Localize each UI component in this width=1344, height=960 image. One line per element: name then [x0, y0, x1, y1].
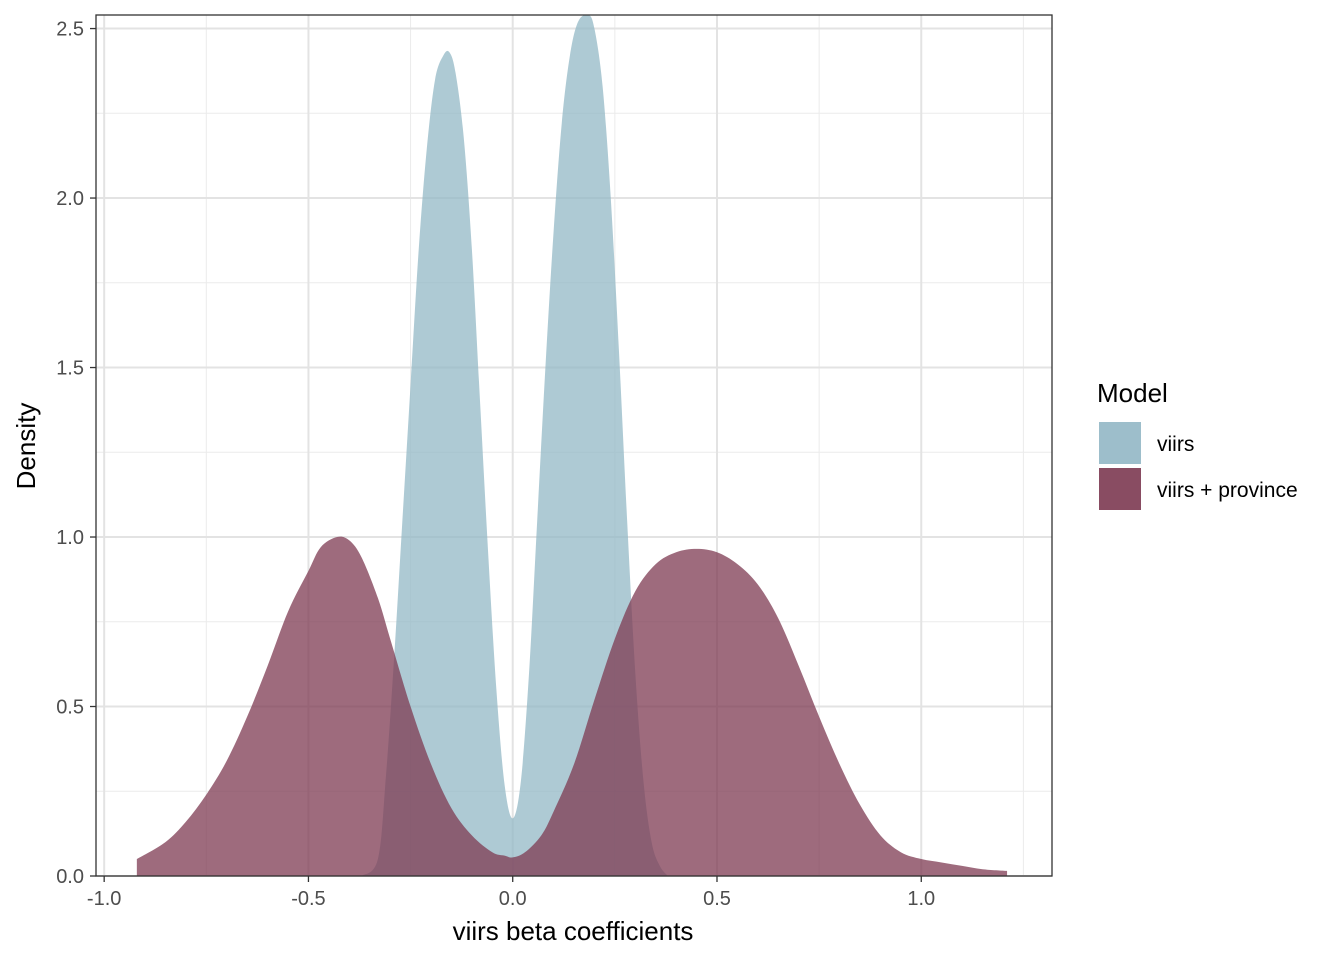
legend-swatch-viirs-province [1099, 468, 1141, 510]
legend-label: viirs [1157, 433, 1194, 456]
legend-items: viirs viirs + province [1099, 422, 1298, 510]
x-tick-label: 0.5 [703, 888, 731, 910]
density-area-viirs [361, 14, 668, 877]
y-axis-ticks: 0.0 0.5 1.0 1.5 2.0 2.5 [56, 19, 96, 888]
y-tick-label: 2.0 [56, 188, 84, 210]
y-tick-label: 2.5 [56, 19, 84, 41]
panel-border [95, 14, 1053, 877]
y-axis-title: Density [11, 403, 41, 490]
y-tick-label: 1.0 [56, 527, 84, 549]
y-tick-label: 0.5 [56, 697, 84, 719]
y-tick-label: 1.5 [56, 358, 84, 380]
legend: Model viirs viirs + province [1097, 378, 1298, 510]
x-tick-label: -1.0 [87, 888, 121, 910]
legend-swatch-viirs [1099, 422, 1141, 464]
x-tick-label: -0.5 [291, 888, 325, 910]
x-axis-ticks: -1.0 -0.5 0.0 0.5 1.0 [87, 876, 935, 910]
density-area-viirs-province [136, 536, 1008, 876]
legend-label: viirs + province [1157, 479, 1298, 502]
x-axis-title: viirs beta coefficients [453, 916, 694, 946]
x-tick-label: 1.0 [907, 888, 935, 910]
density-areas [136, 14, 1008, 877]
x-tick-label: 0.0 [499, 888, 527, 910]
y-tick-label: 0.0 [56, 866, 84, 888]
legend-title: Model [1097, 378, 1168, 408]
